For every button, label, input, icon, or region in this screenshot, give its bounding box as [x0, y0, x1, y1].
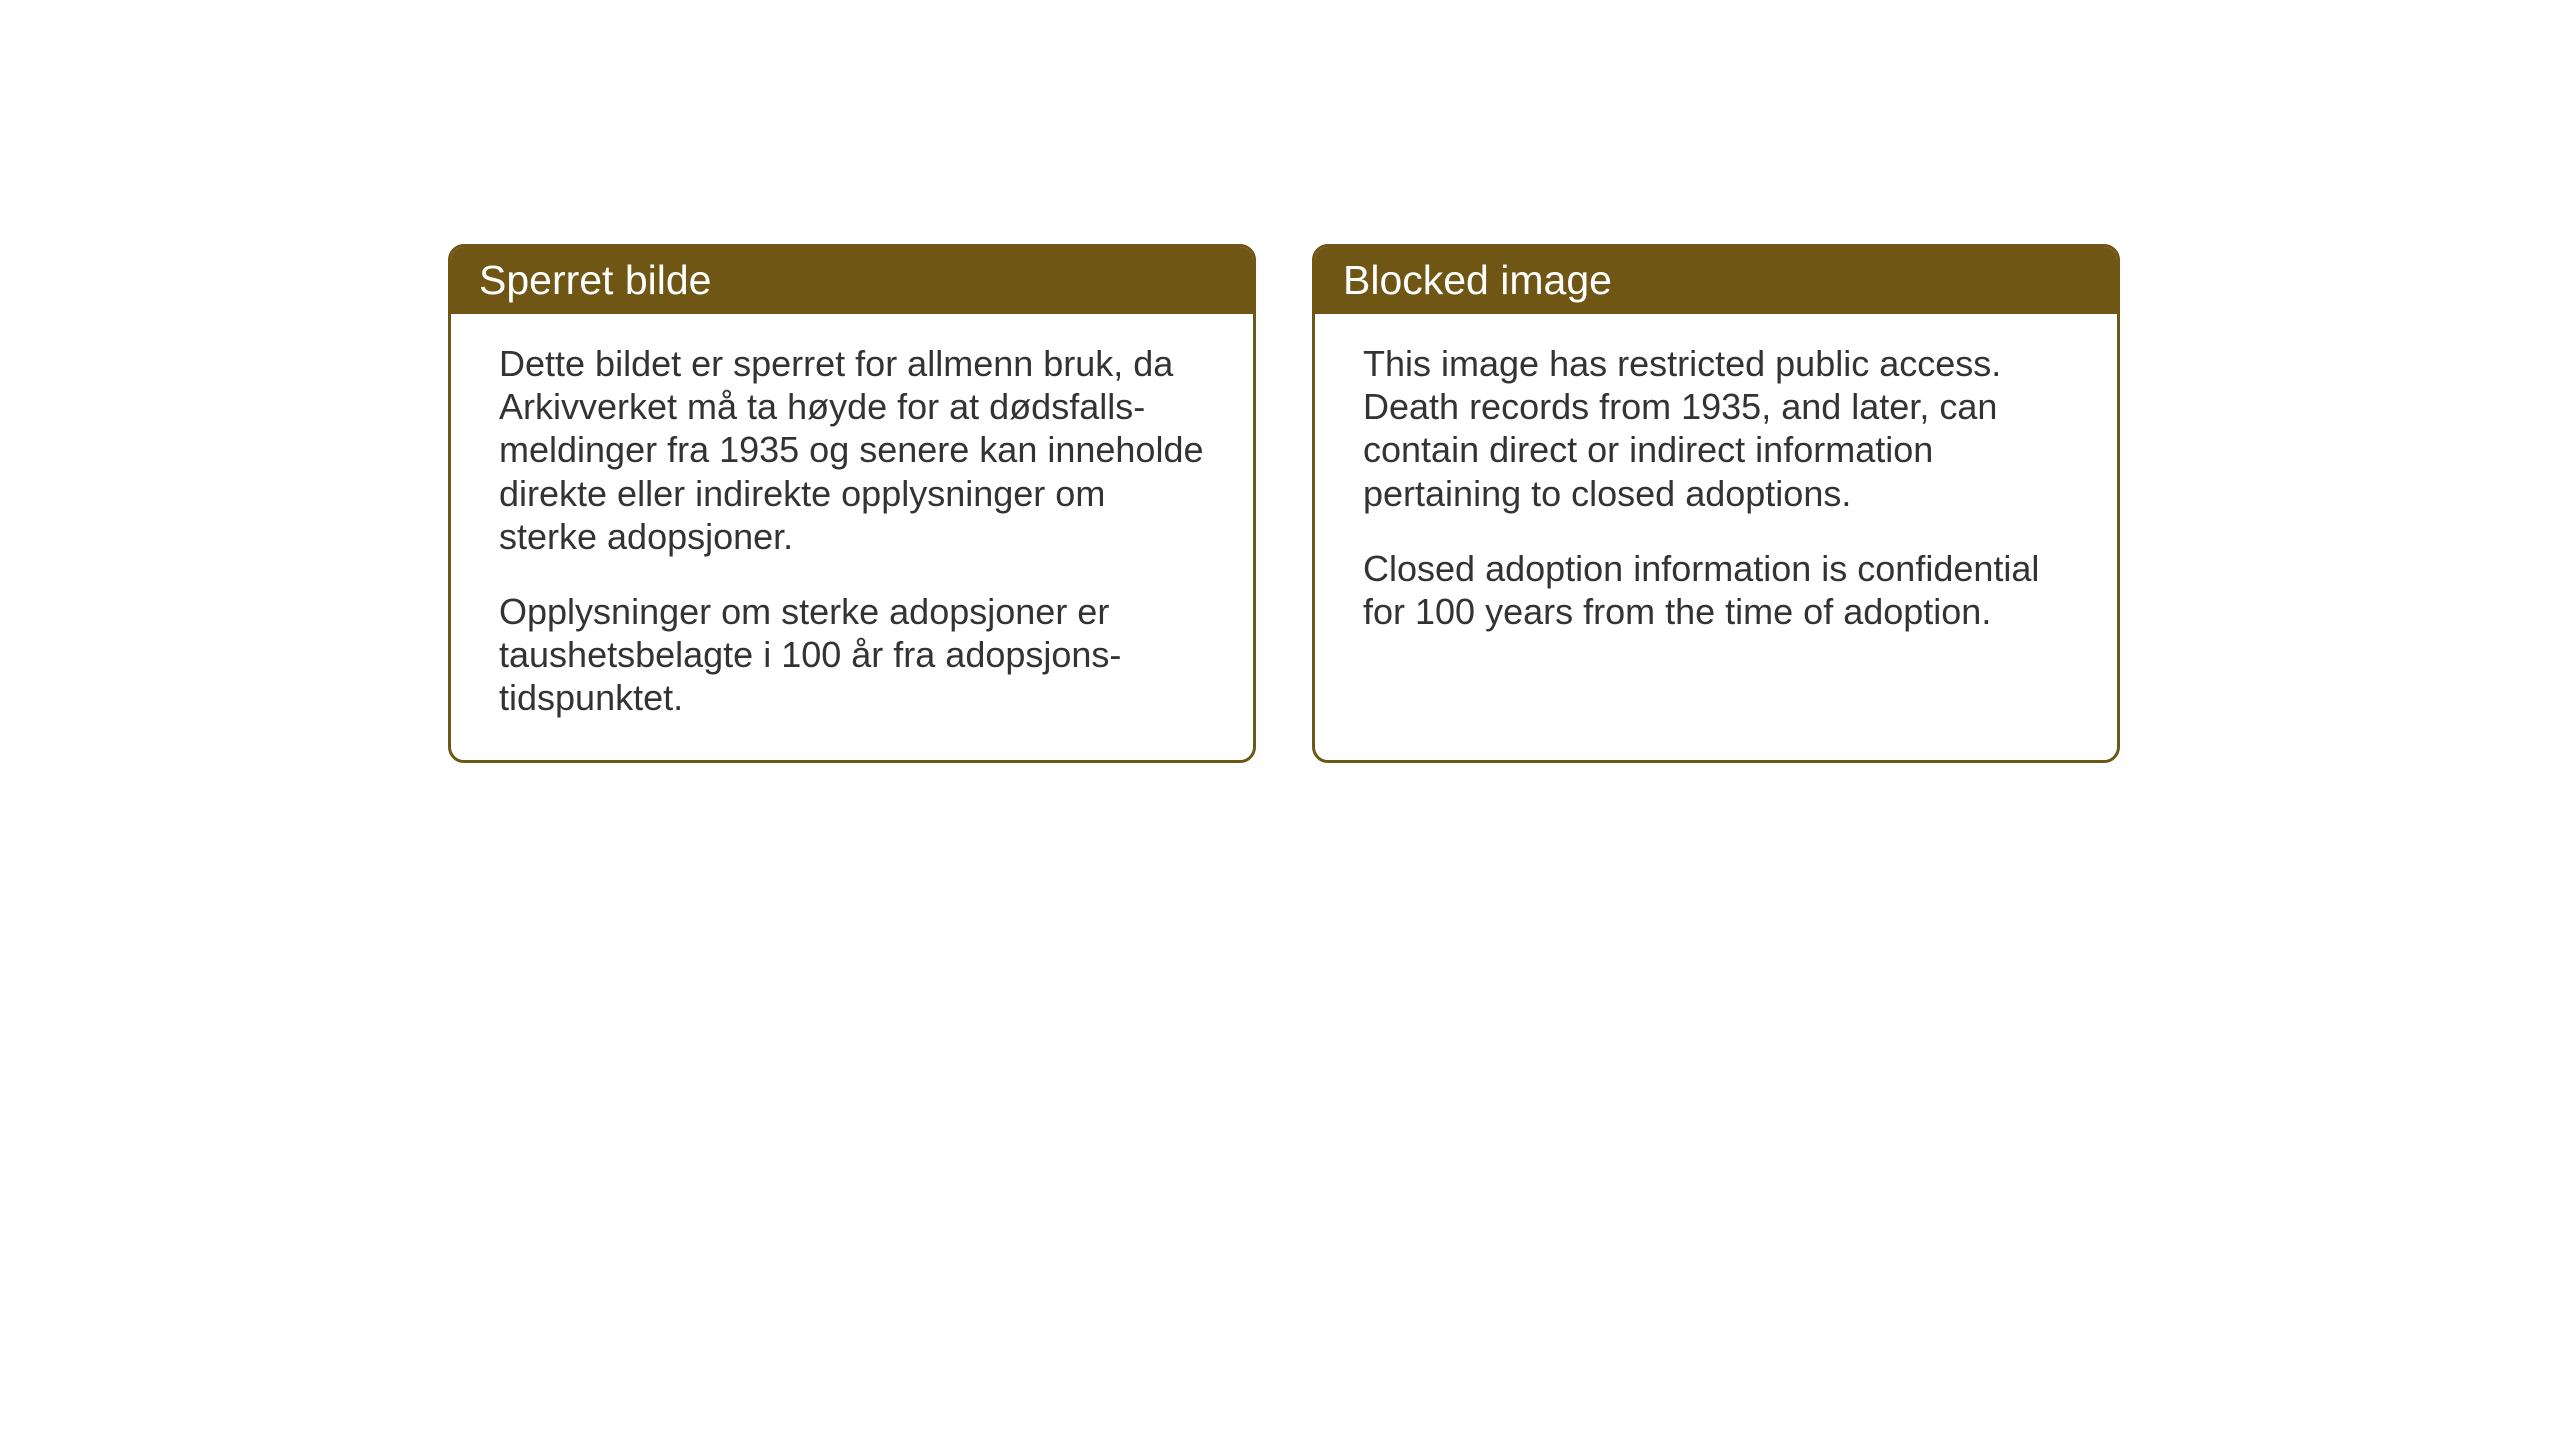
notice-body-english: This image has restricted public access.… — [1315, 314, 2117, 754]
notice-paragraph-1-english: This image has restricted public access.… — [1363, 342, 2069, 515]
notice-card-english: Blocked image This image has restricted … — [1312, 244, 2120, 763]
notice-paragraph-2-english: Closed adoption information is confident… — [1363, 547, 2069, 633]
notice-title-norwegian: Sperret bilde — [479, 257, 711, 303]
notice-title-english: Blocked image — [1343, 257, 1612, 303]
notice-paragraph-1-norwegian: Dette bildet er sperret for allmenn bruk… — [499, 342, 1205, 558]
notice-header-norwegian: Sperret bilde — [451, 247, 1253, 314]
notice-body-norwegian: Dette bildet er sperret for allmenn bruk… — [451, 314, 1253, 760]
notice-paragraph-2-norwegian: Opplysninger om sterke adopsjoner er tau… — [499, 590, 1205, 720]
notice-header-english: Blocked image — [1315, 247, 2117, 314]
notice-container: Sperret bilde Dette bildet er sperret fo… — [448, 244, 2120, 763]
notice-card-norwegian: Sperret bilde Dette bildet er sperret fo… — [448, 244, 1256, 763]
